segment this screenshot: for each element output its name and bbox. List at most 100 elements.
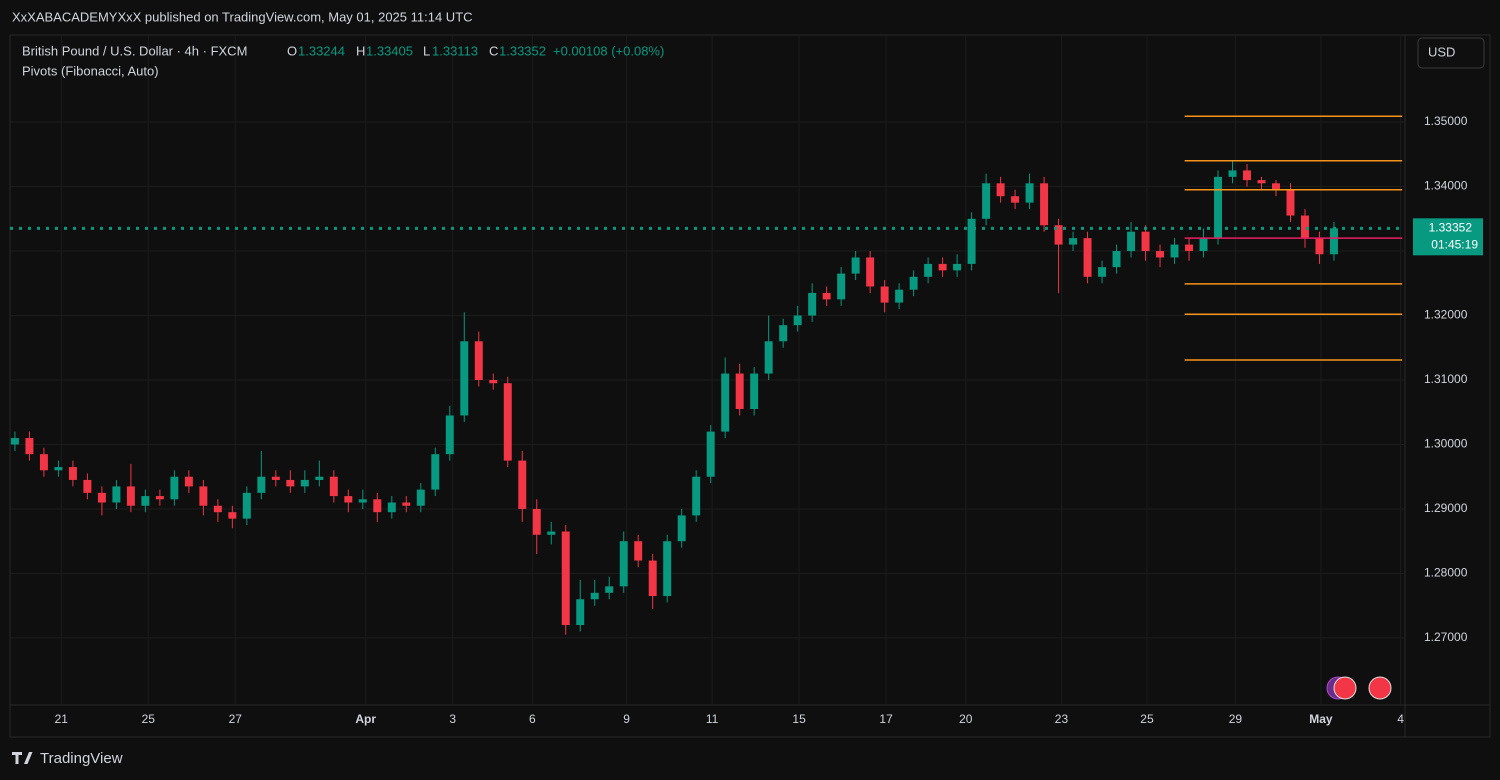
candle-body (996, 183, 1005, 197)
candle-body (213, 505, 222, 513)
candle-body (1098, 267, 1107, 277)
candle-body (83, 479, 92, 493)
y-tick-label: 1.29000 (1424, 501, 1468, 515)
candle-body (474, 341, 483, 380)
x-tick-label: 15 (792, 712, 806, 726)
candle-body (155, 496, 164, 500)
candle-body (344, 496, 353, 503)
candle-body (706, 431, 715, 477)
x-tick-label: Apr (355, 712, 376, 726)
x-tick-label: 9 (623, 712, 630, 726)
low-label: L (423, 43, 430, 58)
candle-body (387, 502, 396, 513)
candle-body (10, 438, 19, 445)
indicator: Pivots (Fibonacci, Auto) (22, 63, 159, 78)
candle-body (1040, 183, 1049, 226)
grid (10, 35, 1405, 705)
candle-body (663, 541, 672, 597)
candle-body (648, 560, 657, 597)
candle-body (851, 257, 860, 274)
candle-body (895, 289, 904, 303)
candle-body (1025, 183, 1034, 203)
candle-body (445, 415, 454, 455)
candle-body (126, 486, 135, 506)
candle-body (460, 341, 469, 416)
event-icon[interactable] (1368, 676, 1392, 700)
candle-body (315, 476, 324, 480)
candle-body (184, 476, 193, 487)
candle-body (677, 515, 686, 542)
event-icon[interactable] (1333, 676, 1357, 700)
candle-body (750, 373, 759, 410)
candle-body (779, 325, 788, 342)
candle-body (1156, 251, 1165, 258)
candle-body (692, 476, 701, 516)
candle-body (25, 438, 34, 455)
candle-body (242, 492, 251, 519)
candle-body (837, 273, 846, 300)
candle-body (112, 486, 121, 503)
candle-body (1329, 228, 1338, 255)
candle-body (924, 263, 933, 277)
candle-body (561, 531, 570, 626)
candle-body (170, 476, 179, 500)
candle-body (141, 496, 150, 506)
candle-body (489, 379, 498, 384)
candle-body (1286, 189, 1295, 216)
candle-body (1228, 170, 1237, 177)
candle-body (764, 341, 773, 374)
candle-body (373, 499, 382, 513)
candle-body (68, 467, 77, 480)
x-tick-label: 25 (142, 712, 156, 726)
candle-body (1300, 215, 1309, 239)
candle-body (590, 592, 599, 600)
x-tick-label: 29 (1229, 712, 1243, 726)
y-tick-label: 1.30000 (1424, 437, 1468, 451)
candle-body (1243, 170, 1251, 181)
candle-body (1083, 238, 1092, 277)
x-tick-label: 21 (55, 712, 69, 726)
candle-body (619, 541, 628, 587)
candle-body (358, 499, 367, 503)
open-value: 1.33244 (298, 43, 345, 58)
currency[interactable]: USD (1428, 44, 1455, 59)
event-icons (1326, 676, 1392, 700)
candle-body (735, 373, 744, 410)
currency-button[interactable] (1417, 37, 1485, 69)
candle-body (300, 479, 309, 487)
candle-body (808, 292, 817, 316)
candle-body (1170, 244, 1179, 258)
candle-body (1069, 238, 1078, 245)
symbol: British Pound / U.S. Dollar · 4h · FXCM (22, 43, 247, 58)
candle-body (982, 183, 991, 219)
candle-body (866, 257, 875, 287)
price-label: 1.33352 (1429, 220, 1473, 234)
x-tick-label: 25 (1140, 712, 1154, 726)
candle-body (228, 512, 237, 519)
candle-body (938, 263, 947, 271)
brand-logo: TradingView (12, 750, 123, 767)
published-line: XxXABACADEMYXxX published on TradingView… (12, 9, 473, 24)
close-value: 1.33352 (499, 43, 546, 58)
candle-body (953, 263, 962, 271)
y-tick-label: 1.28000 (1424, 566, 1468, 580)
candle-body (1257, 180, 1266, 184)
x-tick-label: 4 (1397, 712, 1404, 726)
candle-body (503, 383, 512, 461)
candle-body (1127, 231, 1136, 252)
chart-frame (9, 34, 1491, 738)
candle-body (547, 531, 556, 535)
high-value: 1.33405 (366, 43, 413, 58)
x-tick-label: 27 (229, 712, 243, 726)
price-label-box (1413, 218, 1483, 256)
candle-body (1272, 183, 1280, 190)
candle-body (271, 476, 280, 480)
candle-body (576, 599, 585, 626)
candle-body (257, 476, 266, 493)
candle-body (880, 286, 889, 303)
candle-body (97, 492, 106, 503)
y-tick-label: 1.32000 (1424, 308, 1468, 322)
candle-body (793, 315, 802, 326)
candle-body (402, 502, 411, 506)
